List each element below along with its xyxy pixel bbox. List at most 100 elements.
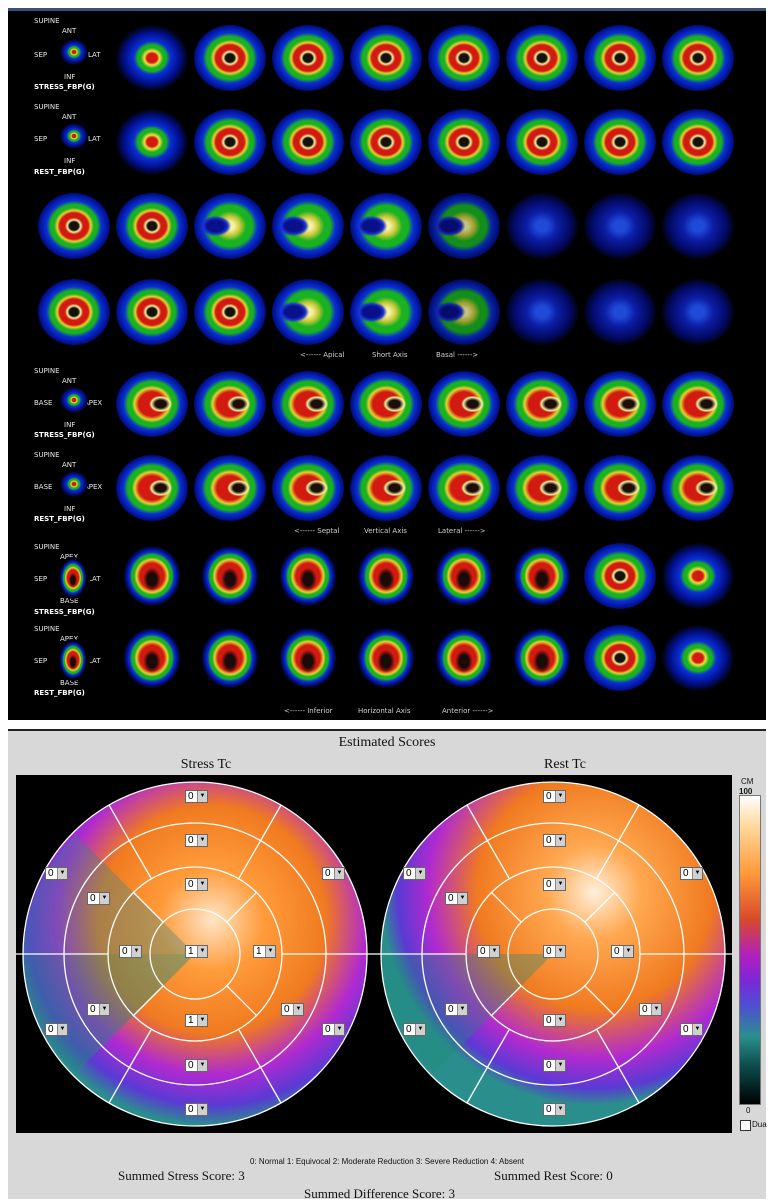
hla-rest-frame [272,625,344,691]
sa-stress-frame [272,193,344,259]
orient-thumbnail [60,39,88,65]
vla-rest-frame [506,455,578,521]
dropdown-arrow-icon: ▼ [57,868,67,879]
summed-rest-score: Summed Rest Score: 0 [494,1168,613,1183]
stress-polar-title: Stress Tc [180,757,232,772]
rest-score-select[interactable]: 0 ▼ [543,1103,566,1116]
sa-rest-frame [38,279,110,345]
stress-polar-map: 0 ▼ 0 ▼ 0 ▼ 0 ▼ 0 ▼ 0 ▼ 0 ▼ 1 ▼ 1 ▼ 1 ▼ 0 ▼ 0 ▼ 0 ▼ 0… [16,775,374,1133]
sa-rest-frame [428,109,500,175]
sa-stress-frame [272,25,344,91]
orient-ant: ANT [62,27,77,35]
orient-supine: SUPINE [34,625,60,633]
row-label-stress: STRESS_FBP(G) [34,83,95,91]
bullseye-grid [374,781,732,1127]
caption-apical: <------ Apical [300,351,345,359]
sa-stress-frame [428,193,500,259]
stress-score-select[interactable]: 0 ▼ [45,1023,68,1036]
colorbar-unit: CM [741,777,754,786]
caption-anterior: Anterior ------> [442,707,494,715]
rest-score-select[interactable]: 0 ▼ [543,1059,566,1072]
dropdown-arrow-icon: ▼ [555,879,565,890]
sa-rest-frame [506,279,578,345]
summed-stress-score: Summed Stress Score: 3 [118,1168,245,1183]
stress-score-select[interactable]: 0 ▼ [185,1059,208,1072]
sa-rest-frame [662,109,734,175]
rest-score-select[interactable]: 0 ▼ [680,867,703,880]
rest-score-select[interactable]: 0 ▼ [680,1023,703,1036]
row-label-stress: STRESS_FBP(G) [34,608,95,616]
dropdown-arrow-icon: ▼ [197,1060,207,1071]
vla-stress-frame [272,371,344,437]
stress-score-select[interactable]: 0 ▼ [281,1003,304,1016]
dropdown-arrow-icon: ▼ [555,946,565,957]
stress-score-select[interactable]: 1 ▼ [185,1014,208,1027]
stress-score-select[interactable]: 1 ▼ [253,945,276,958]
rest-score-select[interactable]: 0 ▼ [403,867,426,880]
dropdown-arrow-icon: ▼ [651,1004,661,1015]
stress-score-select[interactable]: 0 ▼ [119,945,142,958]
rest-score-select[interactable]: 0 ▼ [445,1003,468,1016]
rest-score-select[interactable]: 0 ▼ [403,1023,426,1036]
colorbar-max: 100 [739,787,753,796]
orient-ant: ANT [62,461,77,469]
stress-score-select[interactable]: 0 ▼ [185,1103,208,1116]
sa-rest-frame [584,279,656,345]
stress-score-select[interactable]: 0 ▼ [322,1023,345,1036]
caption-lateral: Lateral ------> [438,527,486,535]
dropdown-arrow-icon: ▼ [555,1015,565,1026]
sa-stress-frame [38,193,110,259]
rest-score-select[interactable]: 0 ▼ [543,1014,566,1027]
orient-ant: ANT [62,113,77,121]
dropdown-arrow-icon: ▼ [457,1004,467,1015]
dropdown-arrow-icon: ▼ [131,946,141,957]
rest-score-select[interactable]: 0 ▼ [543,945,566,958]
hla-rest-frame [584,625,656,691]
rest-score-select[interactable]: 0 ▼ [477,945,500,958]
orient-apex: APEX [84,399,103,407]
stress-score-select[interactable]: 1 ▼ [185,945,208,958]
stress-score-select[interactable]: 0 ▼ [322,867,345,880]
rest-score-select[interactable]: 0 ▼ [543,834,566,847]
hla-stress-frame [116,543,188,609]
rest-score-select[interactable]: 0 ▼ [611,945,634,958]
vla-stress-frame [194,371,266,437]
stress-score-select[interactable]: 0 ▼ [45,867,68,880]
orient-lat: LAT [88,135,101,143]
orient-inf: INF [64,73,76,81]
spect-image-panel: SUPINE ANT SEP LAT INF STRESS_FBP(G) SUP… [8,8,766,720]
rest-score-select[interactable]: 0 ▼ [543,790,566,803]
hla-stress-frame [662,543,734,609]
rest-score-select[interactable]: 0 ▼ [445,892,468,905]
stress-score-select[interactable]: 0 ▼ [185,834,208,847]
sa-stress-frame [350,25,422,91]
orient-inf: INF [64,157,76,165]
dropdown-arrow-icon: ▼ [555,791,565,802]
hla-stress-frame [584,543,656,609]
sa-rest-frame [428,279,500,345]
dropdown-arrow-icon: ▼ [197,791,207,802]
sa-stress-frame [194,193,266,259]
dropdown-arrow-icon: ▼ [197,946,207,957]
dropdown-arrow-icon: ▼ [197,835,207,846]
rest-score-select[interactable]: 0 ▼ [543,878,566,891]
sa-rest-frame [272,279,344,345]
stress-score-select[interactable]: 0 ▼ [87,1003,110,1016]
orient-inf: INF [64,505,76,513]
rest-score-select[interactable]: 0 ▼ [639,1003,662,1016]
dual-checkbox[interactable] [740,1120,751,1131]
sa-stress-frame [194,25,266,91]
vla-stress-frame [350,371,422,437]
sa-rest-frame [272,109,344,175]
stress-score-select[interactable]: 0 ▼ [185,790,208,803]
vla-rest-frame [428,455,500,521]
row-label-rest: REST_FBP(G) [34,168,85,176]
dropdown-arrow-icon: ▼ [99,1004,109,1015]
sa-rest-frame [350,109,422,175]
sa-stress-frame [428,25,500,91]
vla-stress-frame [428,371,500,437]
stress-score-select[interactable]: 0 ▼ [87,892,110,905]
orient-base: BASE [34,483,53,491]
stress-score-select[interactable]: 0 ▼ [185,878,208,891]
orient-base: BASE [60,597,79,605]
